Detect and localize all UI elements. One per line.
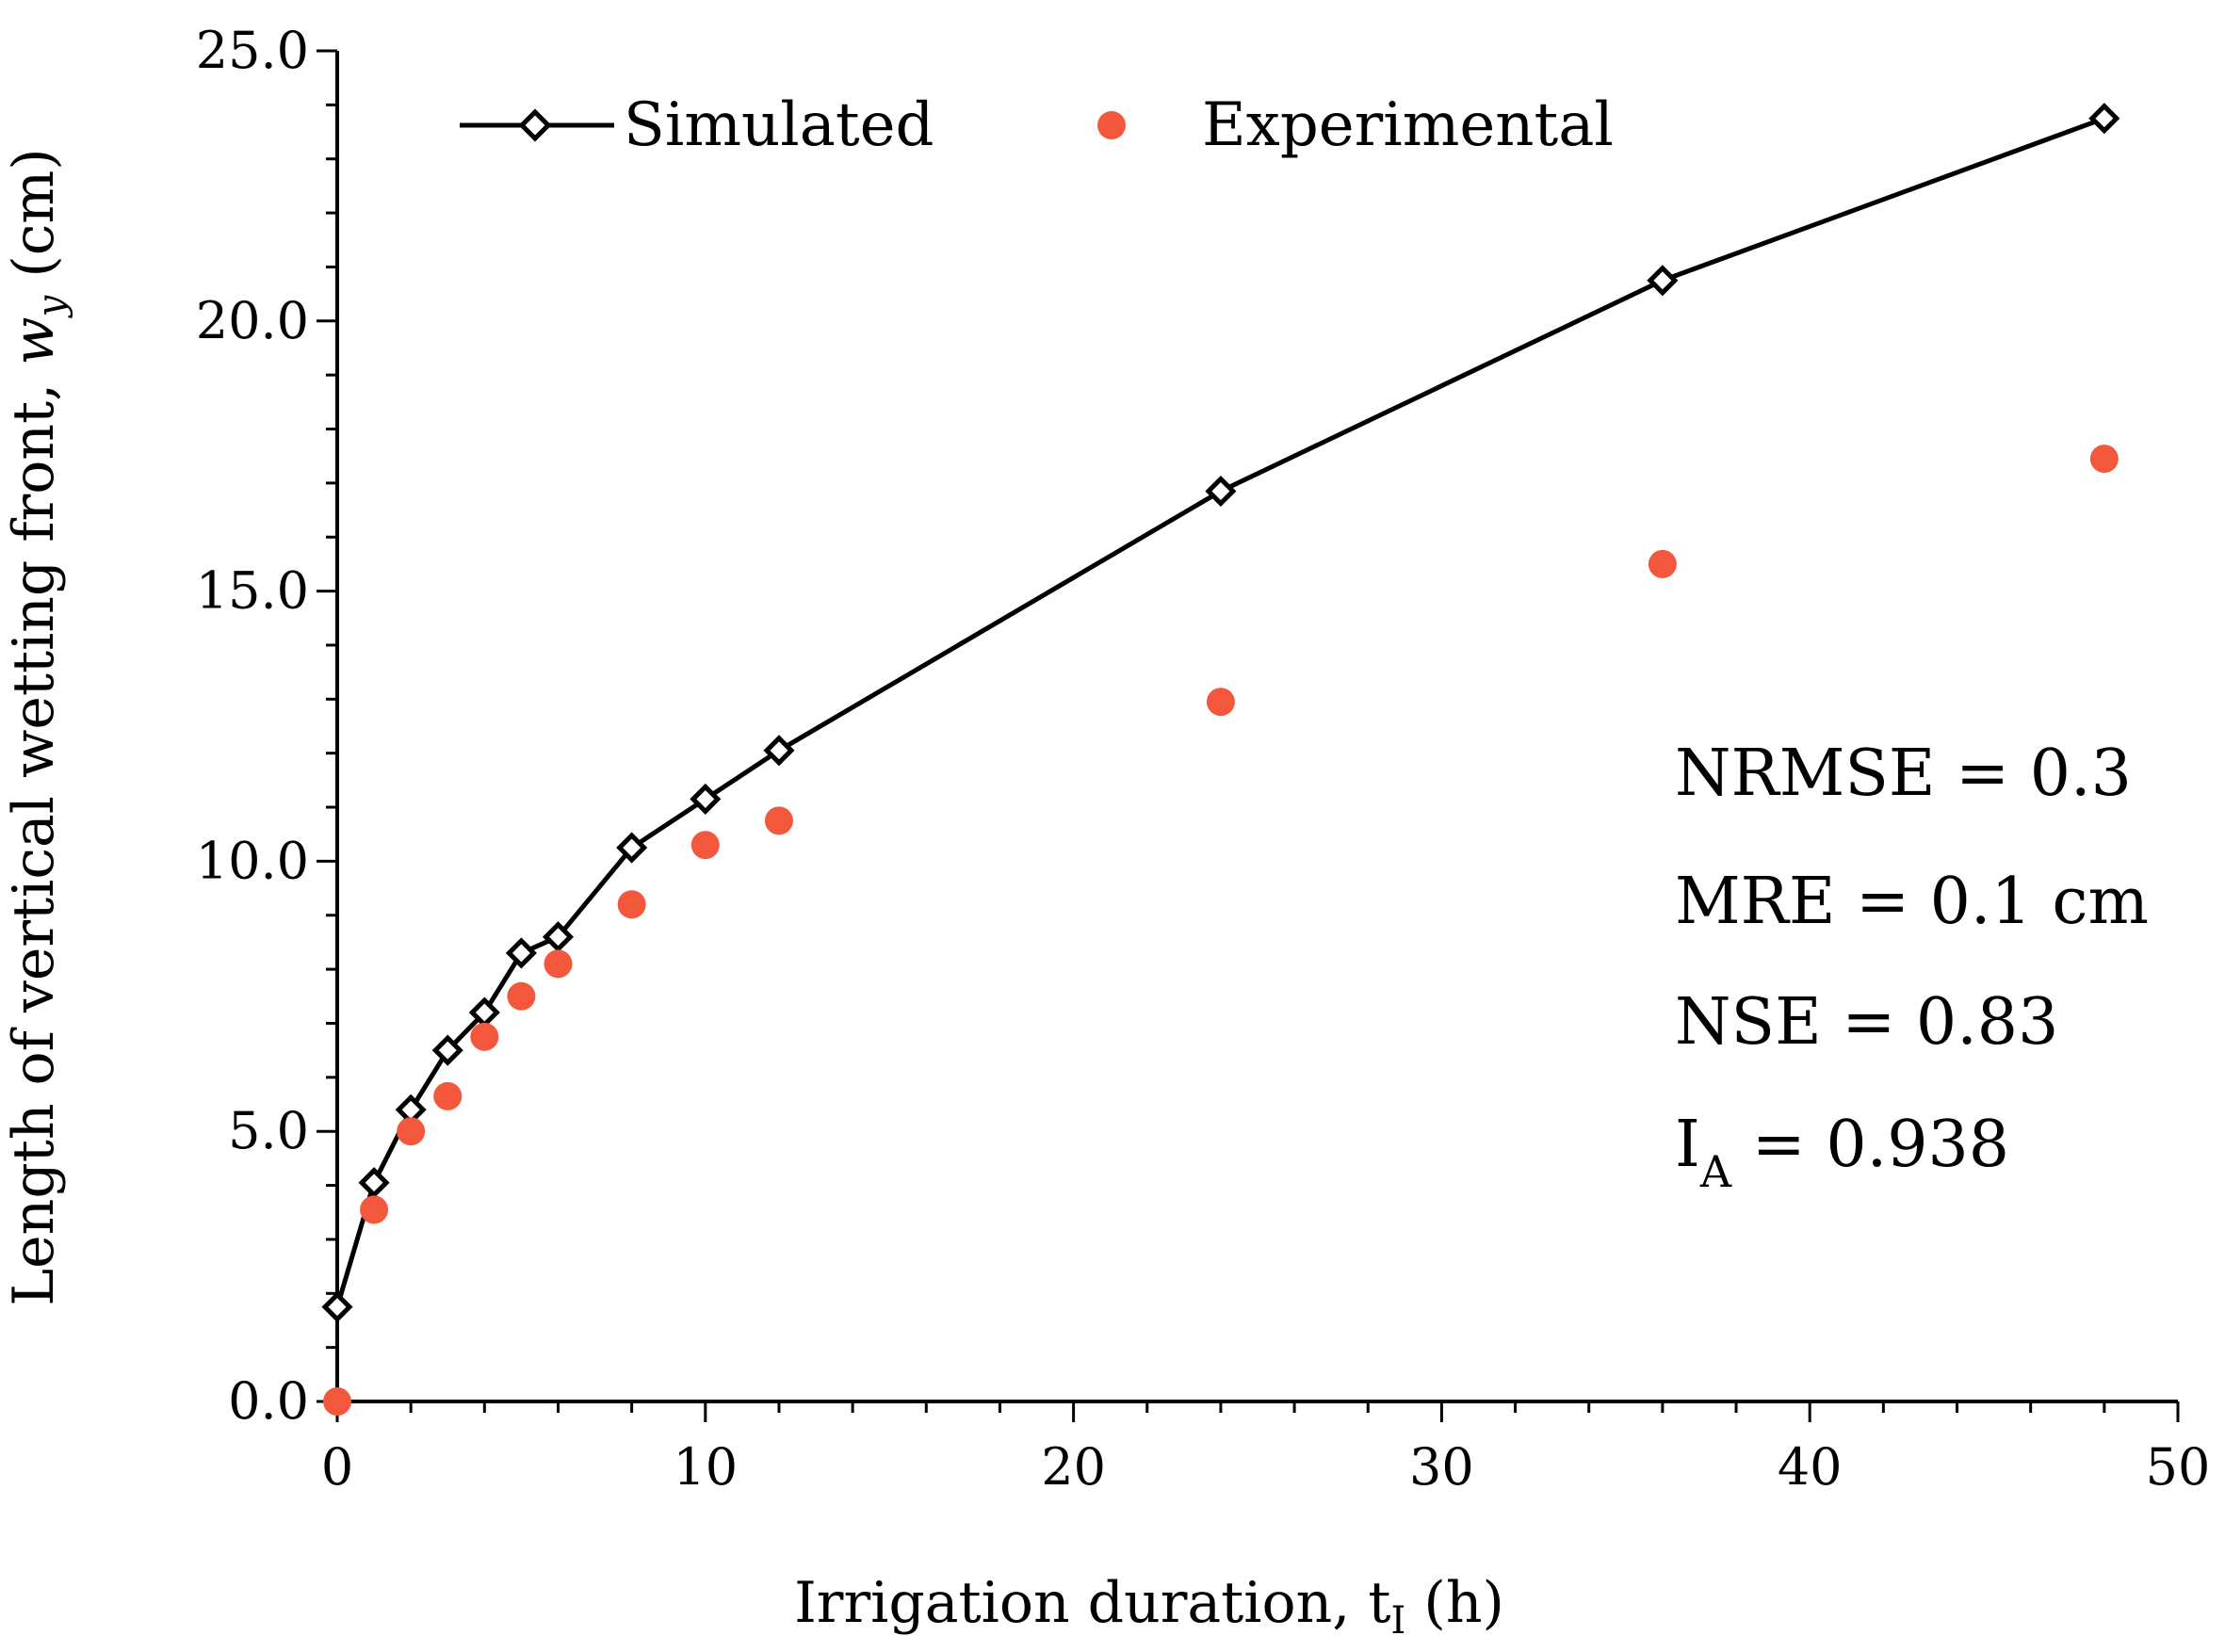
series-simulated bbox=[321, 103, 2120, 1323]
experimental-point bbox=[433, 1081, 463, 1110]
legend-simulated-label: Simulated bbox=[624, 90, 934, 160]
stat-nse: NSE = 0.83 bbox=[1675, 985, 2058, 1060]
legend-item-experimental: Experimental bbox=[1097, 90, 1614, 160]
series-experimental bbox=[323, 445, 2119, 1416]
experimental-point bbox=[1648, 549, 1677, 578]
x-tick-label: 0 bbox=[321, 1437, 353, 1497]
simulated-point bbox=[431, 1034, 463, 1066]
simulated-point bbox=[358, 1167, 390, 1199]
legend-simulated-diamond-icon bbox=[518, 108, 552, 142]
simulated-point bbox=[690, 783, 722, 815]
y-ticks: 0.0 5.0 10.0 15.0 20.0 25.0 bbox=[196, 21, 337, 1431]
experimental-point bbox=[690, 831, 720, 860]
stat-mre: MRE = 0.1 cm bbox=[1675, 865, 2149, 939]
experimental-point bbox=[617, 890, 646, 919]
experimental-point bbox=[470, 1022, 499, 1051]
series-layer bbox=[321, 103, 2120, 1416]
simulated-point bbox=[2088, 103, 2120, 135]
stat-nrmse: NRMSE = 0.3 bbox=[1675, 737, 2132, 811]
simulated-point bbox=[542, 921, 575, 953]
experimental-point bbox=[323, 1387, 351, 1416]
y-tick-label: 20.0 bbox=[196, 291, 309, 350]
simulated-point bbox=[1205, 475, 1237, 508]
x-tick-label: 50 bbox=[2146, 1437, 2211, 1497]
x-tick-label: 10 bbox=[673, 1437, 738, 1497]
y-tick-label: 15.0 bbox=[196, 561, 309, 621]
experimental-point bbox=[2089, 445, 2119, 474]
goodness-of-fit-stats: NRMSE = 0.3 MRE = 0.1 cm NSE = 0.83 IA =… bbox=[1675, 737, 2149, 1197]
simulated-point bbox=[763, 735, 795, 767]
x-ticks: 0 10 20 30 40 50 bbox=[321, 1401, 2211, 1497]
y-axis-title: Length of vertical wetting front, wy (cm… bbox=[1, 148, 73, 1305]
simulated-point bbox=[1647, 265, 1679, 297]
y-tick-label: 25.0 bbox=[196, 21, 309, 80]
experimental-point bbox=[764, 806, 793, 835]
axes bbox=[335, 51, 2178, 1403]
y-tick-label: 10.0 bbox=[196, 831, 309, 890]
x-tick-label: 40 bbox=[1778, 1437, 1843, 1497]
simulated-point bbox=[616, 832, 648, 864]
legend: Simulated Experimental bbox=[460, 90, 1614, 160]
y-tick-label: 0.0 bbox=[228, 1371, 309, 1431]
simulated-point bbox=[321, 1291, 353, 1323]
x-tick-label: 20 bbox=[1041, 1437, 1106, 1497]
legend-experimental-marker-icon bbox=[1097, 111, 1126, 139]
y-tick-label: 5.0 bbox=[228, 1101, 309, 1160]
experimental-point bbox=[1206, 688, 1235, 717]
legend-item-simulated: Simulated bbox=[460, 90, 934, 160]
legend-experimental-label: Experimental bbox=[1202, 90, 1614, 160]
experimental-point bbox=[544, 949, 573, 979]
experimental-point bbox=[507, 981, 536, 1011]
stat-ia: IA = 0.938 bbox=[1675, 1108, 2009, 1197]
experimental-point bbox=[397, 1117, 426, 1146]
x-tick-label: 30 bbox=[1409, 1437, 1474, 1497]
experimental-point bbox=[360, 1195, 389, 1224]
x-axis-title: Irrigation duration, tI (h) bbox=[794, 1570, 1504, 1643]
simulated-point bbox=[505, 937, 537, 969]
